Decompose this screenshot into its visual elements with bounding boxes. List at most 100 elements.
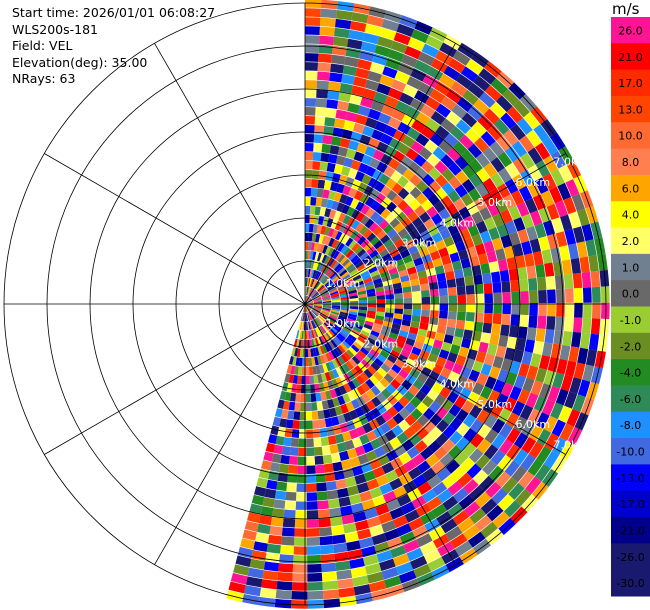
velocity-gate: [403, 181, 416, 193]
velocity-gate: [307, 321, 310, 331]
velocity-gate: [341, 235, 350, 245]
velocity-gate: [321, 445, 331, 456]
velocity-gate: [354, 445, 366, 457]
velocity-gate: [243, 585, 261, 597]
velocity-gate: [470, 418, 484, 434]
velocity-gate: [330, 292, 339, 297]
velocity-gate: [266, 479, 278, 490]
velocity-gate: [382, 66, 398, 79]
velocity-gate: [470, 433, 485, 448]
velocity-gate: [305, 357, 309, 367]
velocity-gate: [455, 73, 473, 90]
velocity-gate: [356, 263, 366, 272]
velocity-gate: [517, 266, 528, 280]
velocity-gate: [351, 437, 363, 448]
velocity-gate: [367, 137, 380, 150]
velocity-gate: [305, 125, 315, 134]
velocity-gate: [293, 338, 298, 348]
velocity-gate: [321, 571, 338, 582]
velocity-gate: [335, 252, 343, 262]
velocity-gate: [319, 326, 326, 335]
elevation-text: Elevation(deg): 35.00: [12, 54, 148, 70]
velocity-gate: [315, 464, 325, 474]
velocity-gate: [334, 263, 342, 272]
velocity-gate: [427, 193, 441, 206]
velocity-gate: [258, 596, 276, 608]
velocity-gate: [322, 580, 339, 591]
velocity-gate: [270, 516, 284, 527]
velocity-gate: [321, 309, 331, 314]
velocity-gate: [334, 27, 350, 39]
velocity-gate: [331, 301, 341, 304]
velocity-gate: [316, 316, 324, 324]
velocity-gate: [370, 236, 380, 246]
velocity-gate: [588, 255, 599, 272]
velocity-gate: [354, 323, 363, 330]
velocity-gate: [423, 420, 436, 434]
velocity-gate: [381, 325, 392, 333]
velocity-gate: [337, 242, 345, 252]
velocity-gate: [316, 80, 330, 90]
velocity-gate: [328, 360, 336, 370]
velocity-gate: [536, 276, 547, 291]
velocity-gate: [321, 0, 338, 10]
velocity-gate: [460, 193, 474, 207]
velocity-gate: [454, 155, 469, 170]
velocity-gate: [415, 503, 432, 517]
velocity-gate: [387, 406, 399, 418]
velocity-gate: [431, 232, 443, 244]
colorbar-segment: [611, 438, 650, 465]
velocity-gate: [297, 330, 301, 339]
velocity-gate: [474, 395, 488, 410]
velocity-gate: [349, 298, 359, 302]
velocity-gate: [354, 406, 365, 418]
velocity-gate: [383, 165, 396, 178]
velocity-gate: [597, 253, 608, 271]
velocity-gate: [428, 167, 442, 181]
velocity-gate: [320, 391, 327, 401]
velocity-gate: [313, 297, 322, 302]
velocity-gate: [428, 281, 439, 290]
velocity-gate: [389, 507, 405, 520]
velocity-gate: [318, 44, 334, 55]
velocity-gate: [316, 355, 323, 365]
velocity-gate: [312, 280, 318, 289]
velocity-gate: [403, 426, 416, 439]
velocity-gate: [331, 308, 340, 312]
velocity-gate: [505, 162, 520, 179]
velocity-gate: [305, 151, 314, 161]
velocity-gate: [336, 1, 355, 12]
velocity-gate: [387, 117, 402, 130]
velocity-gate: [312, 293, 320, 299]
velocity-gate: [272, 508, 285, 518]
velocity-gate: [360, 239, 370, 249]
velocity-gate: [480, 498, 498, 515]
velocity-gate: [376, 230, 387, 240]
velocity-gate: [325, 480, 337, 491]
azimuth-spoke: [304, 303, 566, 455]
velocity-gate: [416, 460, 431, 474]
velocity-gate: [392, 401, 405, 413]
velocity-gate: [385, 57, 401, 71]
velocity-gate: [390, 233, 401, 244]
velocity-gate: [508, 268, 519, 281]
velocity-gate: [421, 43, 439, 58]
velocity-gate: [488, 465, 505, 482]
velocity-gate: [379, 558, 396, 572]
velocity-gate: [320, 263, 326, 273]
velocity-gate: [530, 380, 544, 396]
velocity-gate: [416, 402, 429, 415]
velocity-gate: [312, 329, 317, 338]
velocity-gate: [511, 400, 526, 417]
velocity-gate: [346, 485, 360, 497]
velocity-gate: [301, 375, 306, 385]
velocity-gate: [363, 185, 374, 197]
velocity-gate: [314, 251, 320, 261]
velocity-gate: [496, 95, 513, 113]
velocity-gate: [348, 187, 358, 199]
range-ring-label: 1.0km: [326, 277, 361, 290]
velocity-gate: [471, 121, 487, 137]
velocity-gate: [318, 315, 326, 322]
velocity-gate: [305, 286, 307, 296]
